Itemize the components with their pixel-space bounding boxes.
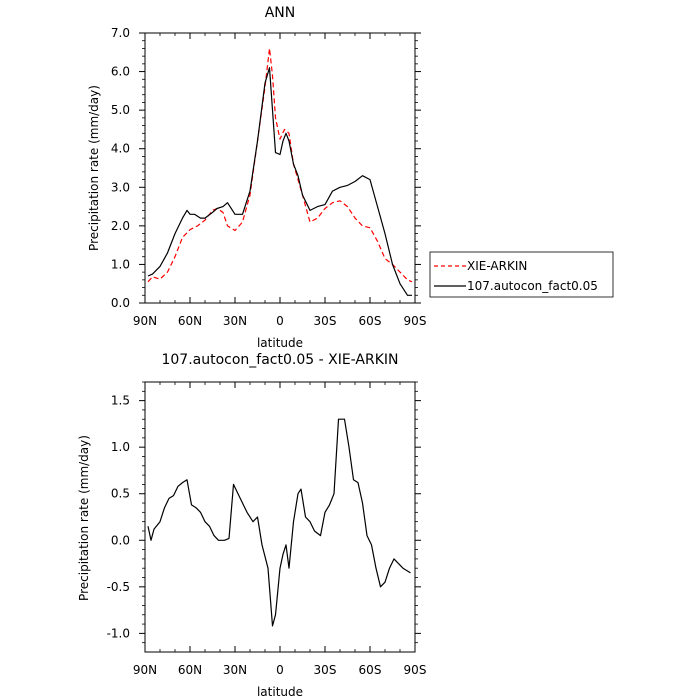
top-x-tick-label: 30N <box>223 314 247 328</box>
bottom-y-tick-label: 0.0 <box>111 533 130 547</box>
bottom-y-tick-label: -0.5 <box>107 580 130 594</box>
top-y-tick-label: 6.0 <box>111 65 130 79</box>
top-y-tick-label: 7.0 <box>111 26 130 40</box>
top-series-line-2 <box>147 67 412 296</box>
bottom-x-axis-label: latitude <box>257 685 303 699</box>
top-x-axis-label: latitude <box>257 336 303 350</box>
bottom-x-tick-label: 60N <box>178 663 202 677</box>
bottom-chart-title: 107.autocon_fact0.05 - XIE-ARKIN <box>161 352 398 368</box>
bottom-series-line-1 <box>147 418 411 627</box>
bottom-y-tick-label: 1.5 <box>111 394 130 408</box>
bottom-x-tick-label: 30S <box>314 663 337 677</box>
bottom-x-tick-label: 90N <box>133 663 157 677</box>
legend: XIE-ARKIN 107.autocon_fact0.05 <box>429 251 614 298</box>
bottom-axes-layer: 90N 60N 30N 0 30S 60S 90S -1.0 -0.5 0.0 0.5 1.0 1.5 <box>107 381 427 677</box>
top-y-axis-label: Precipitation rate (mm/day) <box>87 85 101 251</box>
bottom-y-axis-label: Precipitation rate (mm/day) <box>77 435 91 601</box>
bottom-plot-frame <box>144 381 416 653</box>
top-axes-layer: 90N 60N 30N 0 30S 60S 90S 0.0 1.0 2.0 3.0 4.0 5.0 6.0… <box>111 26 427 328</box>
top-panel: ANN Precipitation rate (mm/day) latitude… <box>87 5 426 350</box>
legend-label-model: 107.autocon_fact0.05 <box>467 279 598 293</box>
top-y-tick-label: 1.0 <box>111 257 130 271</box>
top-x-tick-label: 90S <box>404 314 427 328</box>
top-y-tick-label: 5.0 <box>111 103 130 117</box>
top-chart-title: ANN <box>265 5 296 21</box>
bottom-x-tick-label: 90S <box>404 663 427 677</box>
top-plot-frame <box>144 32 416 304</box>
bottom-x-tick-label: 0 <box>276 663 284 677</box>
bottom-y-tick-label: -1.0 <box>107 626 130 640</box>
top-y-tick-label: 3.0 <box>111 180 130 194</box>
bottom-panel: 107.autocon_fact0.05 - XIE-ARKIN Precipi… <box>77 352 426 699</box>
top-series-line-1 <box>147 47 413 283</box>
bottom-x-tick-label: 30N <box>223 663 247 677</box>
top-x-tick-label: 60N <box>178 314 202 328</box>
bottom-series-layer <box>147 418 411 627</box>
top-y-tick-label: 0.0 <box>111 296 130 310</box>
top-series-layer <box>147 47 413 296</box>
top-y-tick-label: 2.0 <box>111 219 130 233</box>
legend-label-xie-arkin: XIE-ARKIN <box>467 259 527 273</box>
top-x-tick-label: 0 <box>276 314 284 328</box>
bottom-x-tick-label: 60S <box>359 663 382 677</box>
top-x-tick-label: 90N <box>133 314 157 328</box>
top-y-tick-label: 4.0 <box>111 142 130 156</box>
top-x-tick-label: 30S <box>314 314 337 328</box>
bottom-y-tick-label: 1.0 <box>111 440 130 454</box>
legend-box <box>429 251 614 298</box>
top-x-tick-label: 60S <box>359 314 382 328</box>
bottom-y-tick-label: 0.5 <box>111 487 130 501</box>
